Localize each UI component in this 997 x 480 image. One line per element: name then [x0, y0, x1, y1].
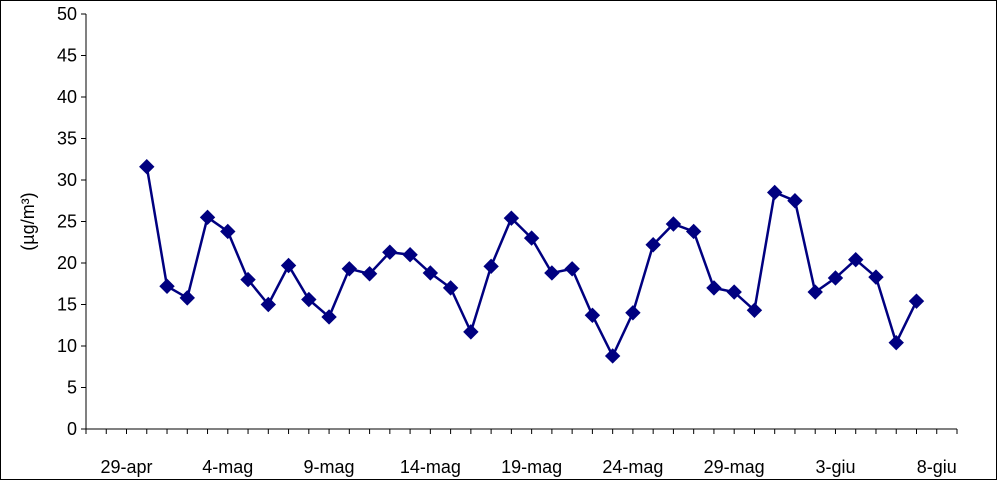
data-point-marker	[179, 290, 195, 306]
data-point-marker	[564, 261, 580, 277]
x-tick-label: 4-mag	[202, 457, 253, 477]
data-point-marker	[544, 265, 560, 281]
data-point-marker	[159, 278, 175, 294]
data-point-marker	[301, 291, 317, 308]
data-point-marker	[726, 284, 742, 300]
y-tick-label: 10	[57, 336, 77, 356]
y-tick-label: 20	[57, 253, 77, 273]
data-point-marker	[483, 258, 499, 275]
data-point-marker	[746, 302, 763, 319]
data-point-marker	[341, 261, 358, 277]
data-point-marker	[523, 230, 540, 246]
data-point-marker	[260, 296, 277, 313]
x-tick-label: 29-mag	[704, 457, 765, 477]
y-tick-label: 35	[57, 129, 77, 149]
data-point-marker	[321, 309, 337, 325]
y-tick-label: 25	[57, 212, 77, 232]
y-tick-label: 30	[57, 170, 77, 190]
x-tick-label: 3-giu	[815, 457, 855, 477]
data-point-marker	[625, 305, 641, 321]
data-point-marker	[280, 257, 297, 274]
y-tick-label: 50	[57, 4, 77, 24]
data-point-marker	[220, 223, 236, 240]
data-point-marker	[827, 270, 844, 286]
data-point-marker	[908, 293, 925, 309]
y-axis-title: (µg/m³)	[18, 192, 38, 250]
data-point-marker	[807, 284, 823, 300]
data-point-marker	[645, 237, 661, 253]
x-tick-label: 29-apr	[100, 457, 152, 477]
data-point-marker	[604, 348, 621, 364]
x-tick-label: 19-mag	[501, 457, 562, 477]
data-point-marker	[848, 251, 864, 268]
data-point-marker	[463, 324, 479, 340]
x-tick-label: 8-giu	[917, 457, 957, 477]
data-point-marker	[888, 334, 904, 351]
y-ticks: 0 5 10 15 20 25 30 35 40 45 50	[57, 4, 86, 439]
data-point-marker	[787, 193, 803, 209]
data-point-marker	[706, 280, 722, 296]
data-point-marker	[402, 246, 418, 263]
plot-area	[139, 159, 925, 364]
data-point-marker	[685, 223, 702, 240]
y-tick-label: 45	[57, 46, 77, 66]
y-tick-label: 40	[57, 87, 77, 107]
y-tick-label: 0	[67, 419, 77, 439]
data-point-marker	[422, 265, 439, 281]
data-point-marker	[139, 159, 155, 175]
data-point-marker	[382, 244, 398, 260]
data-point-marker	[503, 210, 520, 226]
series-line	[145, 166, 918, 359]
data-point-marker	[199, 209, 216, 226]
x-tick-label: 14-mag	[400, 457, 461, 477]
y-tick-label: 15	[57, 295, 77, 315]
data-point-marker	[361, 266, 378, 282]
data-point-marker	[584, 307, 601, 323]
data-point-marker	[766, 184, 783, 201]
x-tick-label: 24-mag	[602, 457, 663, 477]
y-tick-label: 5	[67, 378, 77, 398]
data-point-marker	[665, 216, 682, 232]
axes	[85, 14, 957, 430]
x-ticks: 29-apr 4-mag 9-mag 14-mag 19-mag 24-mag 29-mag…	[85, 429, 958, 477]
x-tick-label: 9-mag	[304, 457, 355, 477]
data-point-marker	[442, 280, 459, 296]
data-point-marker	[240, 271, 256, 288]
data-point-marker	[868, 269, 884, 285]
